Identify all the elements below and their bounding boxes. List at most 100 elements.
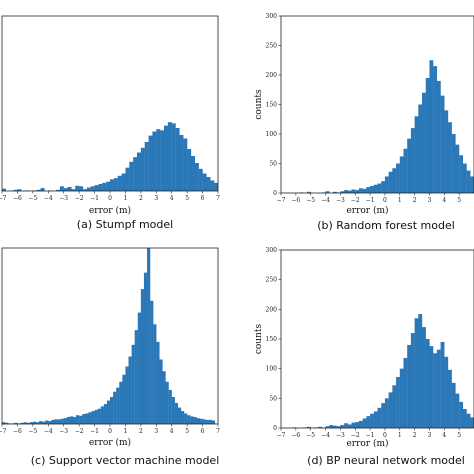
histogram-bar <box>106 181 111 191</box>
y-tick-label: 100 <box>266 366 278 373</box>
histogram-bar <box>122 374 126 424</box>
histogram-bar <box>91 411 95 424</box>
histogram-bar <box>373 411 378 428</box>
histogram-bar <box>51 419 55 424</box>
x-tick-label: −6 <box>291 432 300 439</box>
x-tick-label: −5 <box>306 432 315 439</box>
histogram-bar <box>470 417 474 428</box>
x-tick-label: −2 <box>351 197 360 204</box>
histogram-bar <box>119 381 123 424</box>
x-tick-label: 4 <box>442 432 446 439</box>
x-tick-label: 2 <box>139 195 143 202</box>
histogram-bar <box>384 176 389 193</box>
histogram-bar <box>140 289 145 424</box>
histogram-bar <box>17 189 22 191</box>
histogram-bar <box>410 128 415 193</box>
histogram-bar <box>175 128 180 191</box>
histogram-bar <box>134 330 138 424</box>
histogram-bar <box>436 349 441 428</box>
histogram-bar <box>355 422 360 428</box>
histogram-bar <box>183 138 188 191</box>
histogram-bar <box>26 422 30 424</box>
x-tick-label: −6 <box>291 197 300 204</box>
histogram-bar <box>117 175 122 191</box>
histogram-bar <box>23 422 27 424</box>
histogram-bar <box>165 381 169 424</box>
histogram-bar <box>29 422 34 424</box>
histogram-bar <box>45 420 49 424</box>
histogram-bar <box>422 327 426 428</box>
x-tick-label: −1 <box>90 195 99 202</box>
histogram-bar <box>355 190 360 193</box>
x-tick-label: 3 <box>154 428 158 435</box>
histogram-bar <box>407 138 412 193</box>
x-tick-label: −2 <box>75 195 84 202</box>
x-tick-label: 6 <box>201 428 205 435</box>
histogram-bar <box>336 426 341 428</box>
histogram-bar <box>153 324 157 424</box>
x-tick-label: 7 <box>216 195 220 202</box>
histogram-bar <box>451 382 456 428</box>
x-tick-label: −3 <box>336 197 345 204</box>
histogram-bar <box>171 397 175 424</box>
histogram-bar <box>196 418 200 424</box>
histogram-bar <box>459 155 464 193</box>
y-tick-label: 0 <box>273 425 277 432</box>
histogram-bar <box>366 416 371 428</box>
histogram-bar <box>344 190 348 193</box>
histogram-bar <box>306 191 311 193</box>
histogram-bar <box>362 418 367 428</box>
histogram-bar <box>190 416 194 424</box>
histogram-bar <box>440 95 445 193</box>
histogram-bar <box>202 173 207 191</box>
histogram-bar <box>347 424 352 428</box>
histogram-bar <box>318 426 322 428</box>
y-tick-label: 200 <box>266 306 278 313</box>
histogram-bar <box>103 404 108 424</box>
histogram-bar <box>125 167 130 191</box>
histogram-bar <box>388 171 393 193</box>
histogram-bar <box>162 371 166 424</box>
histogram-bar <box>325 191 330 193</box>
histogram-bar <box>459 401 464 428</box>
histogram-bar <box>425 77 430 193</box>
x-tick-label: −3 <box>336 432 345 439</box>
x-tick-label: 6 <box>201 195 205 202</box>
histogram-bar <box>171 123 176 191</box>
histogram-bar <box>94 185 99 191</box>
histogram-bar <box>206 177 211 191</box>
histogram-bar <box>32 421 37 424</box>
histogram-bar <box>444 356 449 428</box>
x-tick-label: −4 <box>321 432 330 439</box>
histogram-bar <box>125 366 129 424</box>
histogram-bar <box>121 173 126 191</box>
x-tick-label: −4 <box>321 197 330 204</box>
x-tick-label: 1 <box>398 197 402 204</box>
histogram-bar <box>306 426 311 428</box>
histogram-bar <box>54 419 58 424</box>
histogram-bar <box>433 66 438 193</box>
histogram-bar <box>85 413 89 424</box>
histogram-bar <box>56 189 61 191</box>
histogram-bar <box>2 188 7 191</box>
histogram-bar <box>451 134 456 193</box>
histogram-bar <box>414 318 419 428</box>
y-tick-label: 50 <box>269 395 277 402</box>
histogram-bar <box>79 415 83 424</box>
histogram-bar <box>358 188 363 193</box>
x-axis-label: error (m) <box>346 438 388 449</box>
histogram-bar <box>198 168 203 191</box>
histogram-bar <box>40 188 45 191</box>
x-tick-label: −7 <box>277 432 286 439</box>
histogram-bar <box>148 135 153 191</box>
histogram-bar <box>75 185 80 191</box>
y-tick-label: 100 <box>266 131 278 138</box>
histogram-bar <box>147 248 151 424</box>
x-tick-label: 1 <box>124 428 128 435</box>
histogram-bar <box>179 135 184 191</box>
histogram-bar <box>403 148 408 193</box>
y-tick-label: 150 <box>266 336 278 343</box>
y-axis-label: counts <box>254 89 264 120</box>
histogram-bar <box>422 92 426 193</box>
histogram-bar <box>205 419 209 424</box>
